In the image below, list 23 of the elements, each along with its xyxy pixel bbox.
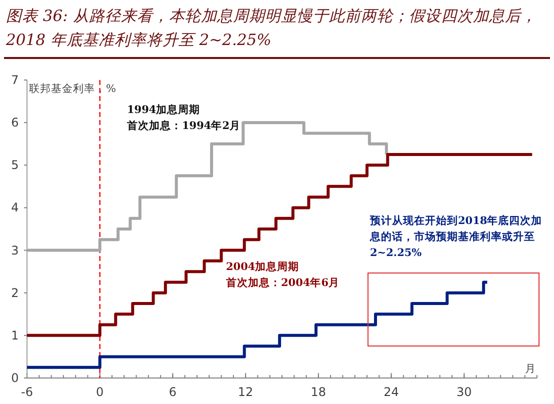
x-axis-title: 月 xyxy=(525,363,536,375)
x-tick-label: 6 xyxy=(168,385,177,399)
annotation: 2004加息周期 xyxy=(226,260,300,273)
y-tick-label: 5 xyxy=(11,158,19,172)
x-tick-label: 18 xyxy=(310,385,326,399)
x-tick-label: 0 xyxy=(96,385,104,399)
y-tick-label: 1 xyxy=(11,328,19,342)
y-tick-label: 7 xyxy=(11,73,19,87)
x-tick-label: -6 xyxy=(21,385,33,399)
y-tick-label: 2 xyxy=(11,286,19,300)
y-tick-label: 3 xyxy=(11,243,19,258)
annotation: 1994加息周期 xyxy=(127,103,200,116)
y-tick-label: 0 xyxy=(11,371,19,385)
y-tick-label: 4 xyxy=(11,200,19,215)
x-tick-label: 30 xyxy=(456,385,472,399)
x-tick-label: 12 xyxy=(238,385,254,399)
chart-title: 图表 36: 从路径来看，本轮加息周期明显慢于此前两轮；假设四次加息后，2018 年底基准利率将升至 2~2.25% xyxy=(6,6,538,51)
y-tick-label: 6 xyxy=(11,116,19,130)
annotation: 首次加息：1994年2月 xyxy=(126,119,241,132)
y-axis-title: 联邦基金利率，% xyxy=(29,82,116,95)
annotation: 首次加息：2004年6月 xyxy=(225,276,340,289)
x-tick-label: 24 xyxy=(384,385,399,399)
annotation: 预计从现在开始到2018年底四次加息的话，市场预期基准利率或升至2~2.25% xyxy=(370,214,544,261)
